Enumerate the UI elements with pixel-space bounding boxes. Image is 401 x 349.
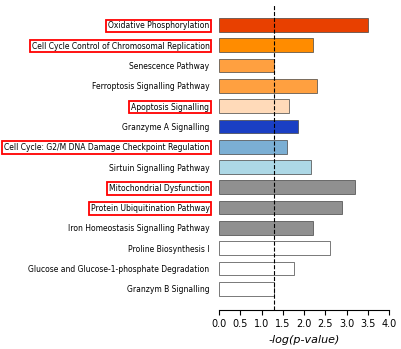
Bar [219, 282, 274, 296]
Bar [219, 160, 310, 174]
Bar [219, 221, 313, 235]
Bar [219, 180, 355, 194]
Bar [219, 140, 287, 154]
Bar [219, 59, 274, 73]
Bar [219, 119, 298, 133]
Bar [219, 201, 342, 215]
Bar [219, 79, 317, 93]
Bar [219, 262, 294, 275]
Bar [219, 38, 313, 52]
Bar [219, 99, 289, 113]
Bar [219, 18, 368, 32]
X-axis label: -log(p-value): -log(p-value) [269, 335, 340, 345]
Bar [219, 241, 330, 255]
